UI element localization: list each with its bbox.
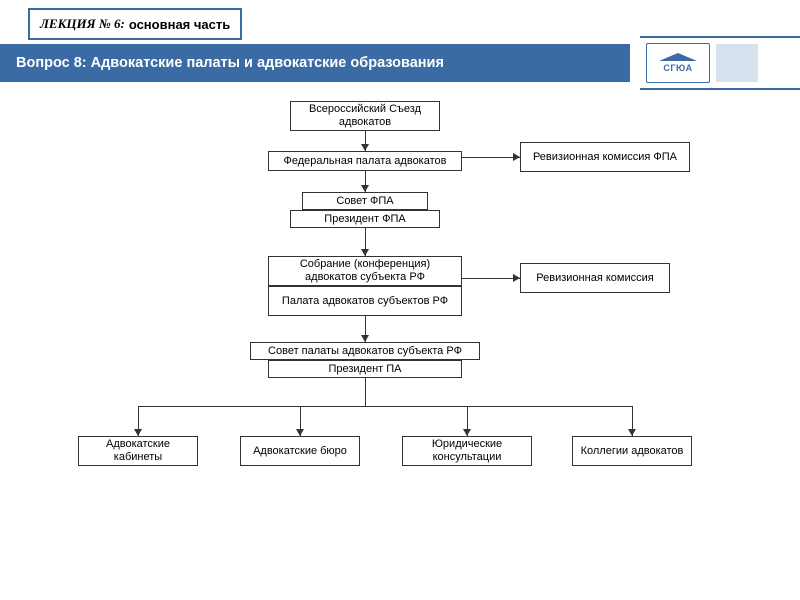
arrow-right-icon xyxy=(513,153,520,161)
arrow-down-icon xyxy=(463,429,471,436)
slide-header: ЛЕКЦИЯ № 6: основная часть Вопрос 8: Адв… xyxy=(0,0,800,96)
logo-side-block xyxy=(716,44,758,82)
node-b2: Адвокатские бюро xyxy=(240,436,360,466)
arrow-down-icon xyxy=(361,249,369,256)
lecture-box: ЛЕКЦИЯ № 6: основная часть xyxy=(28,8,242,40)
arrow-right-icon xyxy=(513,274,520,282)
node-n5: Собрание (конференция) адвокатов субъект… xyxy=(268,256,462,286)
arrow-down-icon xyxy=(296,429,304,436)
building-icon xyxy=(659,53,697,61)
node-n6: Палата адвокатов субъектов РФ xyxy=(268,286,462,316)
arrow-down-icon xyxy=(361,144,369,151)
node-n7: Совет палаты адвокатов субъекта РФ xyxy=(250,342,480,360)
connector-line xyxy=(462,157,520,158)
node-n2: Федеральная палата адвокатов xyxy=(268,151,462,171)
connector-line xyxy=(462,278,520,279)
node-n2r: Ревизионная комиссия ФПА xyxy=(520,142,690,172)
arrow-down-icon xyxy=(361,335,369,342)
node-b4: Коллегии адвокатов xyxy=(572,436,692,466)
node-n1: Всероссийский Съезд адвокатов xyxy=(290,101,440,131)
node-n4: Президент ФПА xyxy=(290,210,440,228)
node-n6r: Ревизионная комиссия xyxy=(520,263,670,293)
node-n8: Президент ПА xyxy=(268,360,462,378)
question-bar: Вопрос 8: Адвокатские палаты и адвокатск… xyxy=(0,44,630,82)
logo-area: СГЮА xyxy=(640,36,800,90)
arrow-down-icon xyxy=(628,429,636,436)
arrow-down-icon xyxy=(134,429,142,436)
connector-line xyxy=(138,406,632,407)
connector-line xyxy=(365,378,366,406)
lecture-prefix: ЛЕКЦИЯ № 6: xyxy=(40,16,125,32)
lecture-title: основная часть xyxy=(129,17,230,32)
node-b3: Юридические консультации xyxy=(402,436,532,466)
arrow-down-icon xyxy=(361,185,369,192)
question-text: Вопрос 8: Адвокатские палаты и адвокатск… xyxy=(16,55,444,71)
logo-badge: СГЮА xyxy=(646,43,710,83)
node-n3: Совет ФПА xyxy=(302,192,428,210)
node-b1: Адвокатские кабинеты xyxy=(78,436,198,466)
org-chart: Всероссийский Съезд адвокатов Федеральная… xyxy=(0,96,800,600)
logo-text: СГЮА xyxy=(663,63,692,73)
